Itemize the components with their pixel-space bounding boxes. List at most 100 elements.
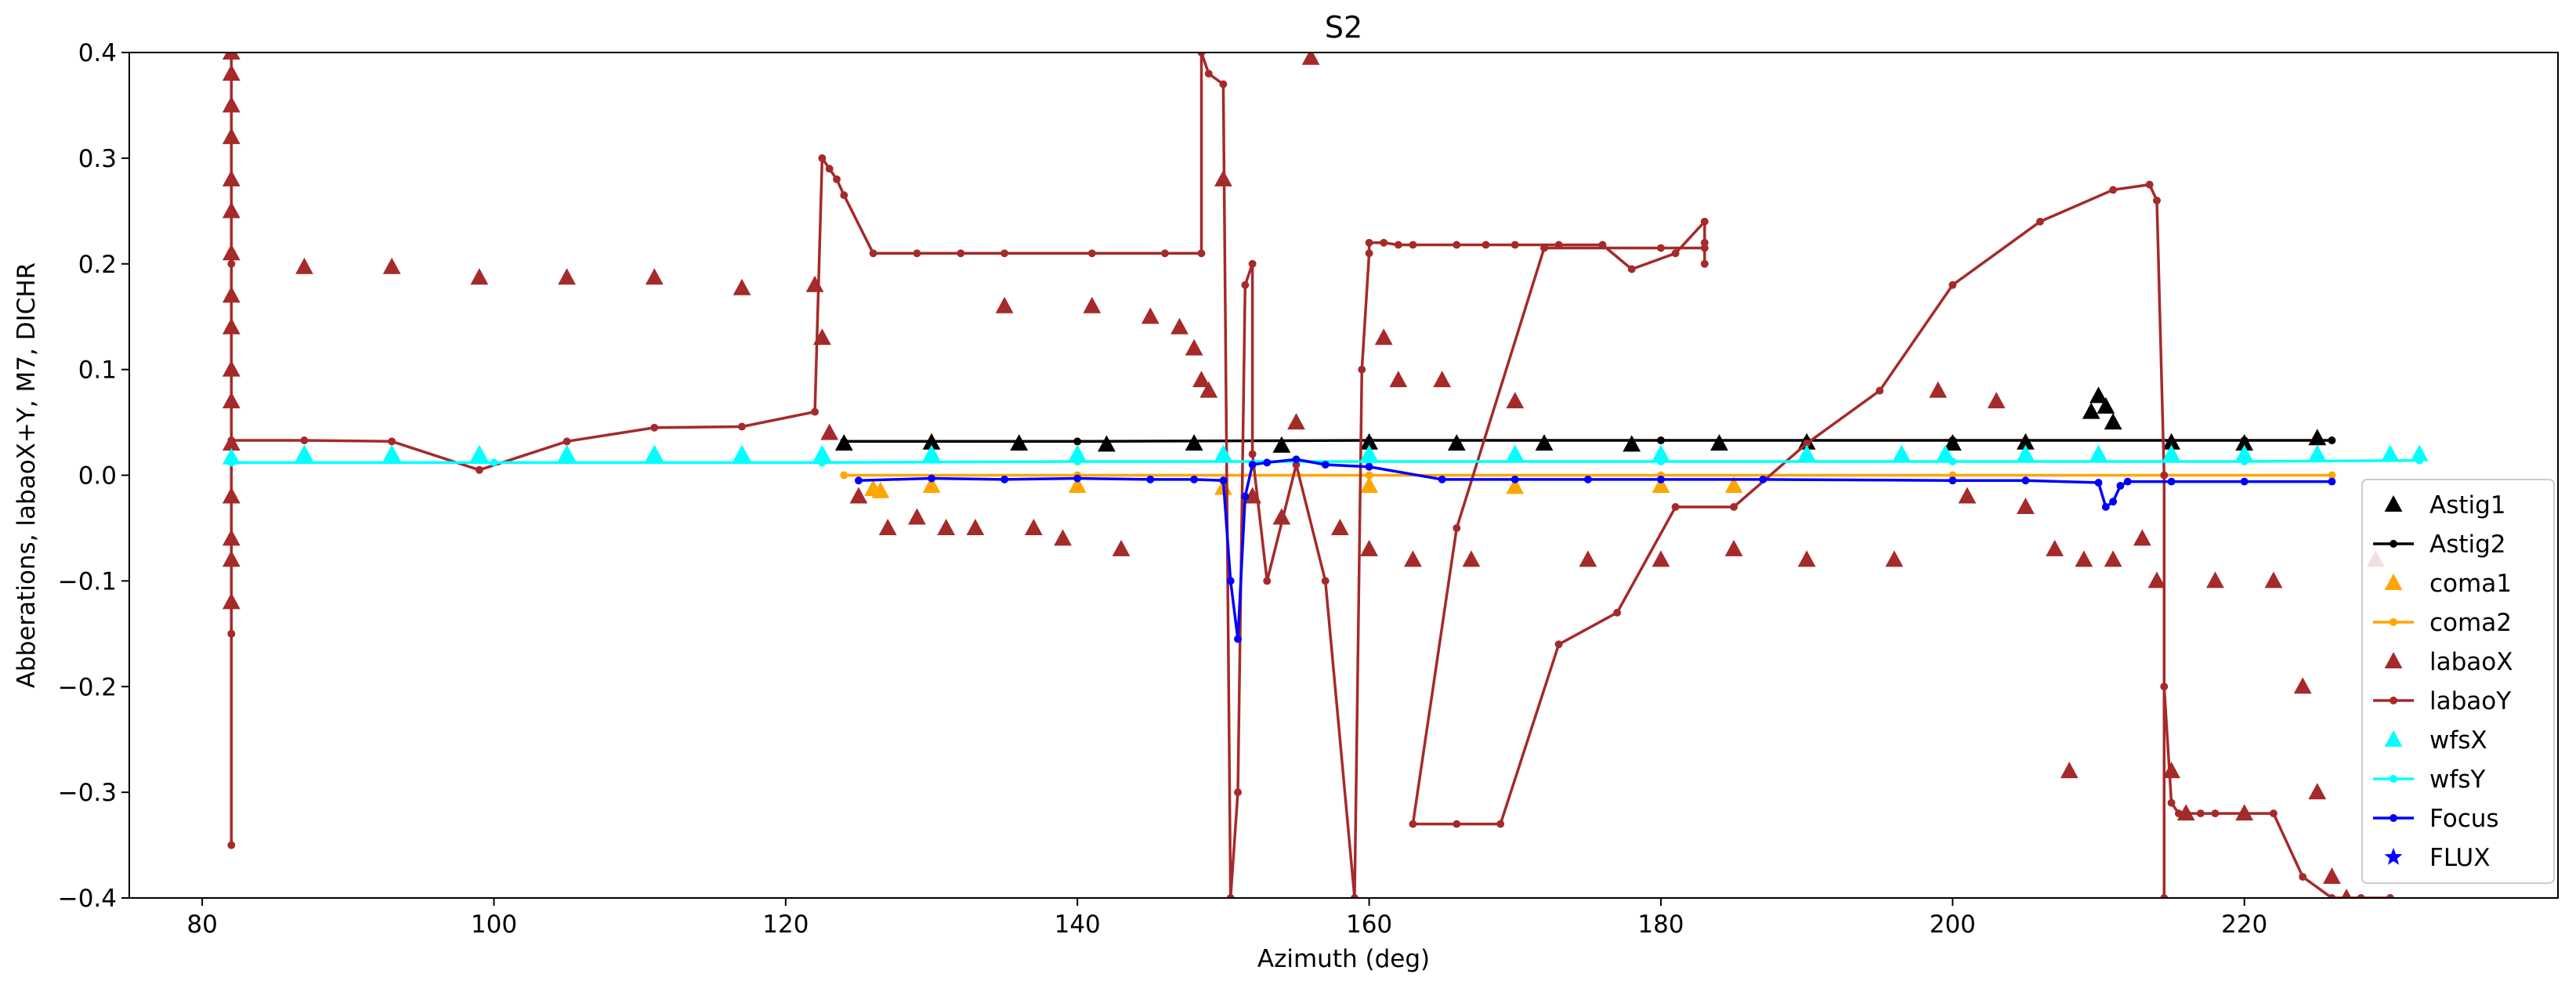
data-point (1365, 249, 1373, 258)
data-point (2167, 798, 2176, 807)
data-point (645, 444, 664, 462)
x-axis: 80 100 120 140 160 180 200 220 (186, 898, 2267, 939)
data-point (2097, 396, 2115, 414)
data-point (2147, 571, 2166, 588)
data-point (1710, 434, 1728, 451)
x-tick-label: 140 (1055, 911, 1101, 939)
data-point (1700, 244, 1709, 252)
data-point (1073, 437, 1082, 446)
data-point (2269, 809, 2278, 818)
legend-item: Focus (2373, 805, 2499, 833)
data-point (1248, 450, 1257, 458)
data-point (382, 257, 401, 274)
data-point (1433, 371, 1452, 388)
y-tick-label: −0.4 (58, 885, 117, 913)
data-point (1876, 386, 1884, 395)
data-point (2182, 809, 2191, 818)
data-point (2415, 456, 2424, 465)
data-point (1197, 52, 1206, 56)
data-point (1652, 476, 1670, 493)
data-point (2328, 436, 2336, 444)
data-point (2094, 478, 2103, 487)
data-point (840, 191, 848, 200)
legend-marker (2390, 618, 2397, 626)
data-point (2206, 571, 2224, 588)
data-point (1199, 381, 1218, 398)
data-point (2240, 477, 2249, 486)
data-point (840, 471, 848, 480)
data-point (1000, 475, 1009, 483)
data-point (849, 487, 868, 504)
data-point (1192, 371, 1210, 388)
legend-item: coma1 (2384, 570, 2512, 598)
legend-marker (2390, 814, 2397, 822)
data-point (1948, 476, 1957, 485)
data-point (1351, 894, 1359, 898)
data-point (2162, 762, 2181, 779)
y-tick-label: 0.1 (78, 357, 117, 385)
legend-label: Astig2 (2429, 530, 2506, 559)
data-point (2240, 458, 2249, 465)
data-point (966, 518, 985, 535)
data-point (854, 476, 863, 485)
data-point (1657, 475, 1665, 483)
legend-label: coma1 (2429, 570, 2512, 598)
data-point (1540, 244, 1548, 252)
x-tick-label: 120 (762, 911, 809, 939)
data-point (811, 407, 819, 416)
data-point (2046, 539, 2064, 556)
data-point (645, 268, 664, 285)
data-point (1511, 475, 1519, 483)
data-point (1447, 434, 1466, 451)
data-point (1365, 471, 1373, 480)
data-point (2293, 677, 2312, 694)
data-point (1365, 462, 1373, 471)
data-point (2036, 217, 2044, 226)
x-tick-label: 180 (1637, 911, 1684, 939)
data-point (1671, 503, 1680, 511)
data-point (869, 249, 877, 258)
data-point (1241, 281, 1250, 289)
data-point (1272, 508, 1291, 525)
data-point (805, 275, 824, 292)
data-point (2299, 873, 2307, 881)
data-point (1330, 518, 1349, 535)
data-point (2109, 186, 2118, 194)
legend-marker (2384, 495, 2403, 512)
data-point (2357, 894, 2365, 898)
data-point (1234, 635, 1242, 643)
data-point (2104, 413, 2122, 430)
data-point (1535, 434, 1554, 451)
data-point (2167, 477, 2176, 486)
data-point (227, 52, 236, 56)
data-point (2089, 444, 2107, 462)
data-point (470, 268, 489, 285)
data-point (2235, 444, 2254, 462)
legend-label: wfsX (2429, 726, 2487, 755)
x-tick-label: 100 (471, 911, 517, 939)
data-point (2196, 809, 2205, 818)
data-point (1263, 577, 1272, 585)
data-point (1506, 392, 1525, 409)
data-point (558, 444, 576, 462)
data-point (1652, 550, 1670, 567)
y-tick-label: −0.3 (58, 779, 117, 807)
data-point (2240, 436, 2249, 444)
series-coma1 (864, 476, 1743, 498)
data-point (1613, 608, 1622, 617)
data-point (2017, 444, 2035, 462)
data-point (2017, 497, 2035, 514)
data-point (1623, 435, 1641, 452)
data-point (913, 249, 921, 258)
data-point (1948, 281, 1957, 289)
data-point (1083, 296, 1102, 313)
legend-label: Astig1 (2429, 491, 2506, 520)
data-point (928, 474, 935, 483)
data-point (1197, 249, 1206, 258)
series-Astig2 (840, 436, 2336, 446)
data-point (1360, 444, 1378, 462)
data-point (812, 444, 831, 462)
data-point (382, 444, 401, 462)
x-tick-label: 220 (2221, 911, 2267, 939)
data-point (1248, 259, 1257, 268)
